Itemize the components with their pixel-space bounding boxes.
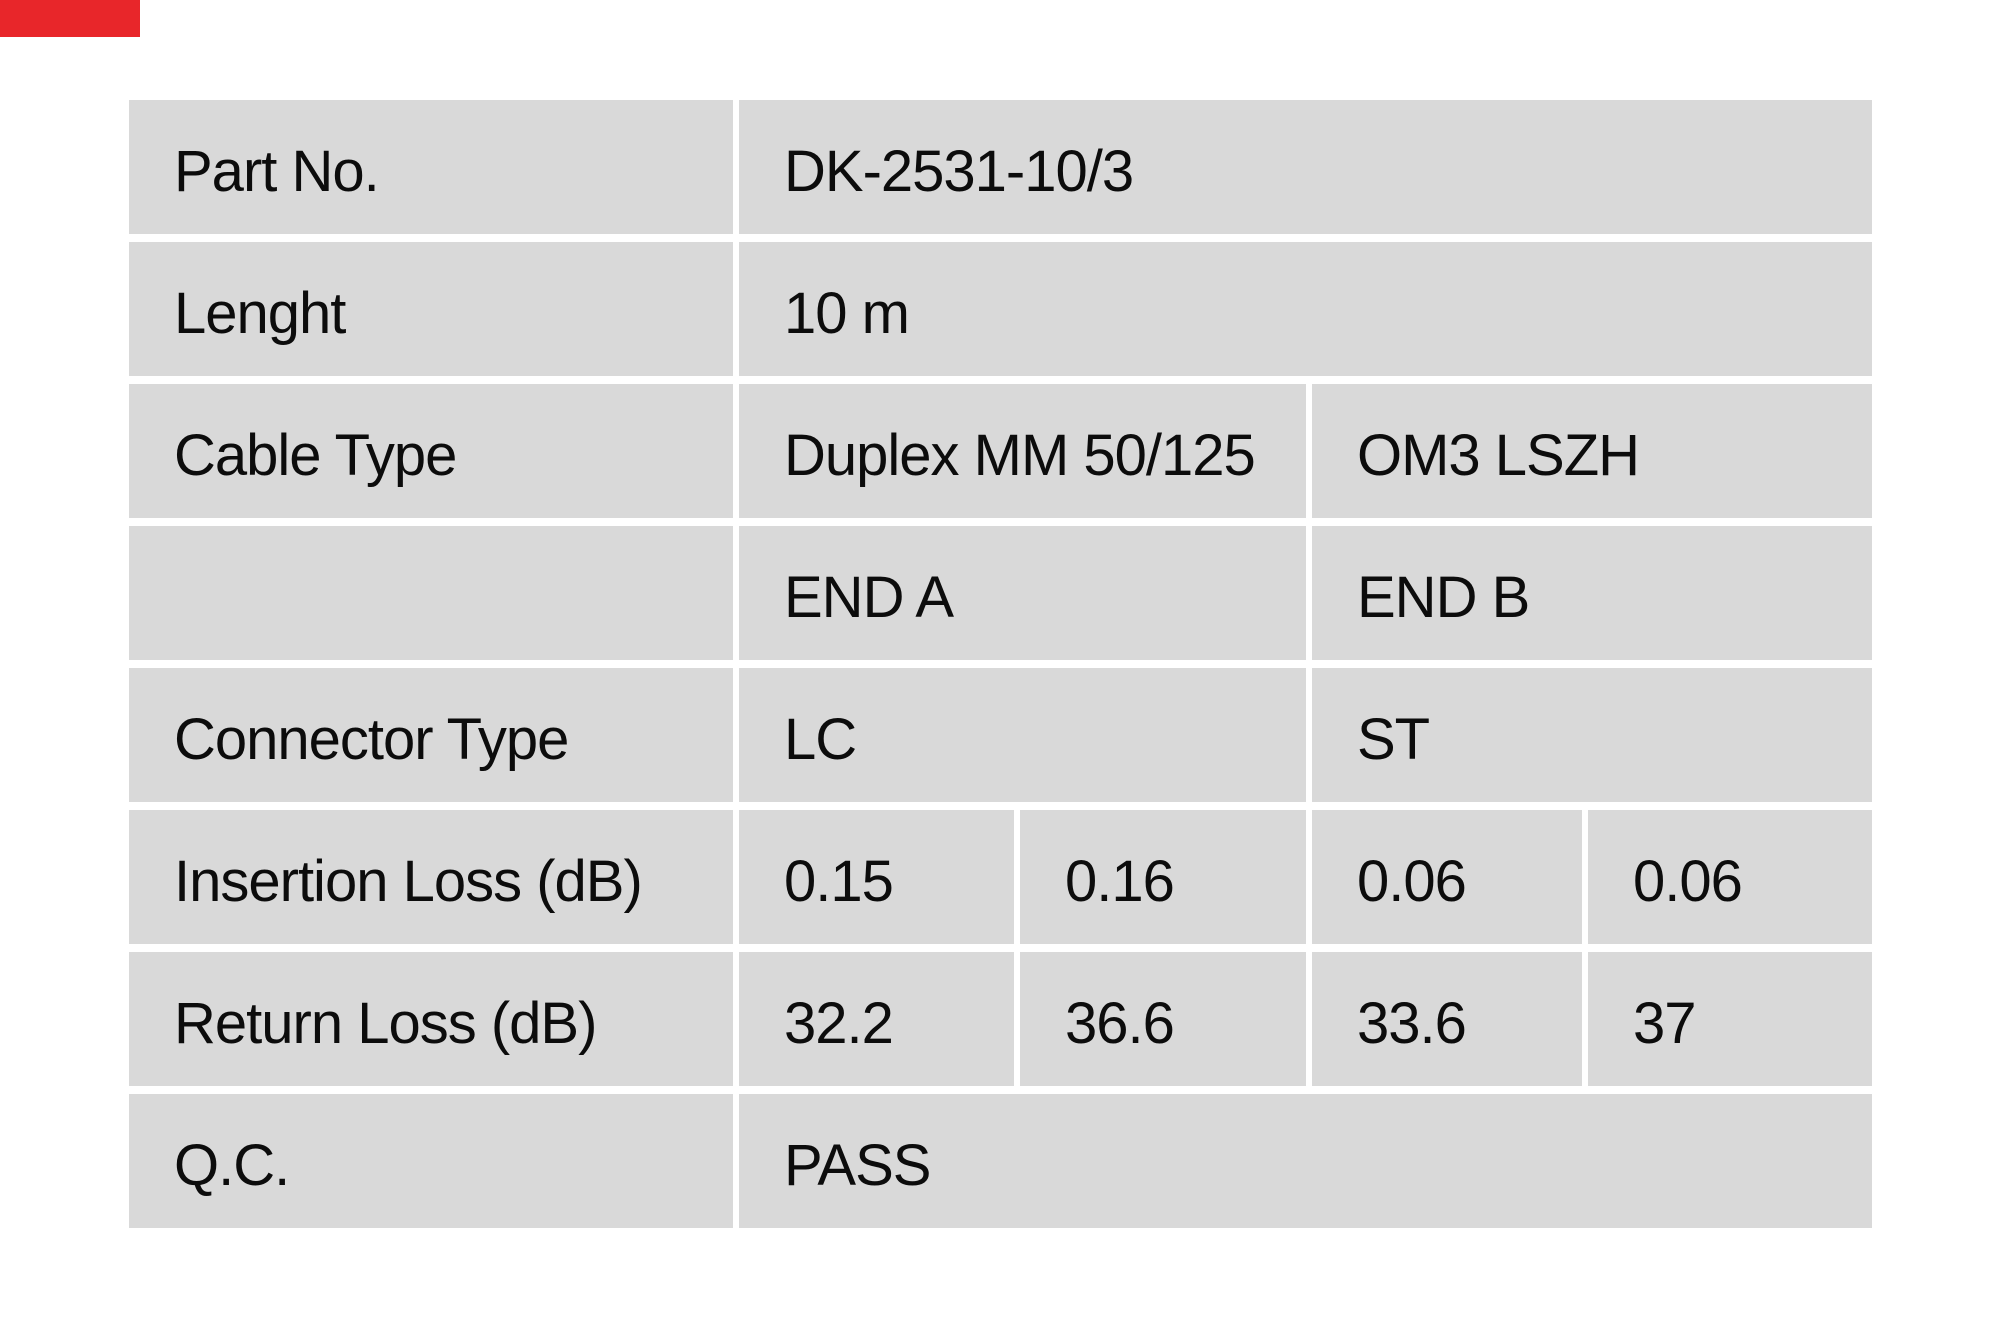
cell-end-a-header: END A <box>739 526 1306 660</box>
row-label-connector-type: Connector Type <box>129 668 733 802</box>
row-label-return-loss: Return Loss (dB) <box>129 952 733 1086</box>
cell-insertion-loss-b2: 0.06 <box>1588 810 1872 944</box>
cell-cable-type-2: OM3 LSZH <box>1312 384 1872 518</box>
cell-connector-end-b: ST <box>1312 668 1872 802</box>
cell-return-loss-b1: 33.6 <box>1312 952 1582 1086</box>
row-label-insertion-loss: Insertion Loss (dB) <box>129 810 733 944</box>
cell-length-value: 10 m <box>739 242 1872 376</box>
cell-end-b-header: END B <box>1312 526 1872 660</box>
cell-qc-result: PASS <box>739 1094 1872 1228</box>
cell-insertion-loss-a1: 0.15 <box>739 810 1014 944</box>
cell-cable-type-1: Duplex MM 50/125 <box>739 384 1306 518</box>
cell-return-loss-b2: 37 <box>1588 952 1872 1086</box>
row-label-cable-type: Cable Type <box>129 384 733 518</box>
cell-return-loss-a1: 32.2 <box>739 952 1014 1086</box>
cell-insertion-loss-b1: 0.06 <box>1312 810 1582 944</box>
cell-empty <box>129 526 733 660</box>
cell-insertion-loss-a2: 0.16 <box>1020 810 1306 944</box>
row-label-qc: Q.C. <box>129 1094 733 1228</box>
cell-part-no-value: DK-2531-10/3 <box>739 100 1872 234</box>
row-label-part-no: Part No. <box>129 100 733 234</box>
row-label-length: Lenght <box>129 242 733 376</box>
cell-return-loss-a2: 36.6 <box>1020 952 1306 1086</box>
cell-connector-end-a: LC <box>739 668 1306 802</box>
spec-table: Part No. DK-2531-10/3 Lenght 10 m Cable … <box>129 100 1872 1228</box>
red-corner-mark <box>0 0 140 37</box>
